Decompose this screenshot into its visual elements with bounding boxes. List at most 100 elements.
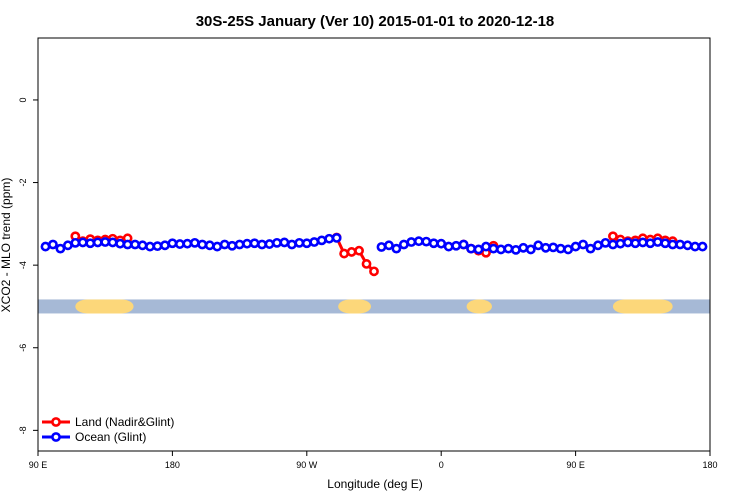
point (145, 241, 155, 252)
land-band (75, 299, 134, 314)
point (608, 239, 618, 250)
point (533, 240, 544, 251)
point (152, 241, 163, 252)
legend-label: Ocean (Glint) (75, 430, 146, 444)
point (518, 242, 529, 253)
y-tick-label: -2 (18, 179, 28, 187)
point (167, 238, 178, 249)
point (40, 241, 51, 252)
point (316, 235, 327, 246)
point (466, 243, 476, 254)
point (593, 240, 603, 251)
point (570, 241, 581, 252)
point (242, 238, 252, 249)
point (174, 239, 185, 249)
point (279, 237, 290, 248)
point (637, 237, 648, 248)
point (346, 247, 357, 257)
plot-frame (37, 37, 711, 452)
point (294, 237, 305, 248)
point (212, 241, 223, 252)
point (622, 237, 633, 248)
point (92, 237, 103, 248)
point (458, 239, 469, 250)
chart-title: 30S-25S January (Ver 10) 2015-01-01 to 2… (196, 13, 555, 30)
point (100, 237, 111, 247)
y-tick-label: 0 (18, 97, 28, 102)
point (55, 243, 66, 254)
legend-label: Land (Nadir&Glint) (75, 415, 174, 429)
point (309, 237, 320, 247)
legend-marker (51, 417, 61, 427)
x-tick-label: 180 (702, 460, 717, 470)
point (496, 244, 506, 255)
point (339, 248, 350, 259)
point (600, 237, 611, 248)
point (264, 239, 275, 249)
point (525, 244, 536, 255)
point (630, 238, 641, 249)
point (652, 237, 663, 247)
point (660, 238, 671, 249)
x-tick-label: 90 E (566, 460, 585, 470)
point (234, 239, 245, 250)
x-axis-label: Longitude (deg E) (327, 477, 422, 491)
point (421, 236, 432, 247)
point (301, 238, 312, 249)
point (361, 259, 372, 269)
point (473, 244, 484, 255)
point (398, 239, 409, 250)
point (667, 239, 678, 250)
point (645, 238, 656, 249)
point (137, 240, 148, 251)
point (608, 231, 618, 242)
point (160, 240, 170, 251)
point (182, 238, 193, 249)
land-band (466, 299, 492, 314)
point (540, 242, 551, 253)
point (286, 239, 297, 250)
point (197, 239, 208, 250)
point (48, 239, 58, 250)
point (413, 236, 424, 247)
point (122, 239, 133, 250)
point (227, 240, 238, 251)
point (324, 233, 335, 244)
point (384, 240, 394, 251)
point (249, 238, 260, 249)
x-tick-label: 180 (165, 460, 180, 470)
point (488, 243, 499, 254)
point (555, 243, 566, 254)
point (675, 239, 686, 250)
point (481, 241, 491, 252)
y-tick-label: -4 (18, 261, 28, 269)
point (391, 243, 402, 254)
point (376, 242, 387, 252)
point (107, 237, 118, 248)
point (272, 237, 282, 248)
point (354, 245, 364, 256)
point (204, 240, 215, 251)
land-band (612, 299, 673, 314)
y-tick-label: -6 (18, 344, 28, 352)
land-band (338, 299, 372, 314)
point (428, 238, 439, 249)
ocean-band (38, 299, 710, 314)
point (443, 241, 454, 252)
point (578, 239, 588, 250)
point (115, 238, 126, 249)
point (697, 241, 708, 252)
point (85, 238, 96, 249)
point (257, 239, 267, 250)
y-axis-label: XCO2 - MLO trend (ppm) (0, 178, 13, 313)
point (77, 237, 88, 248)
point (690, 241, 700, 252)
x-tick-label: 90 E (29, 460, 48, 470)
x-tick-label: 90 W (296, 460, 318, 470)
point (451, 240, 462, 251)
point (331, 232, 342, 243)
point (62, 240, 73, 251)
point (503, 243, 514, 254)
point (510, 244, 521, 255)
